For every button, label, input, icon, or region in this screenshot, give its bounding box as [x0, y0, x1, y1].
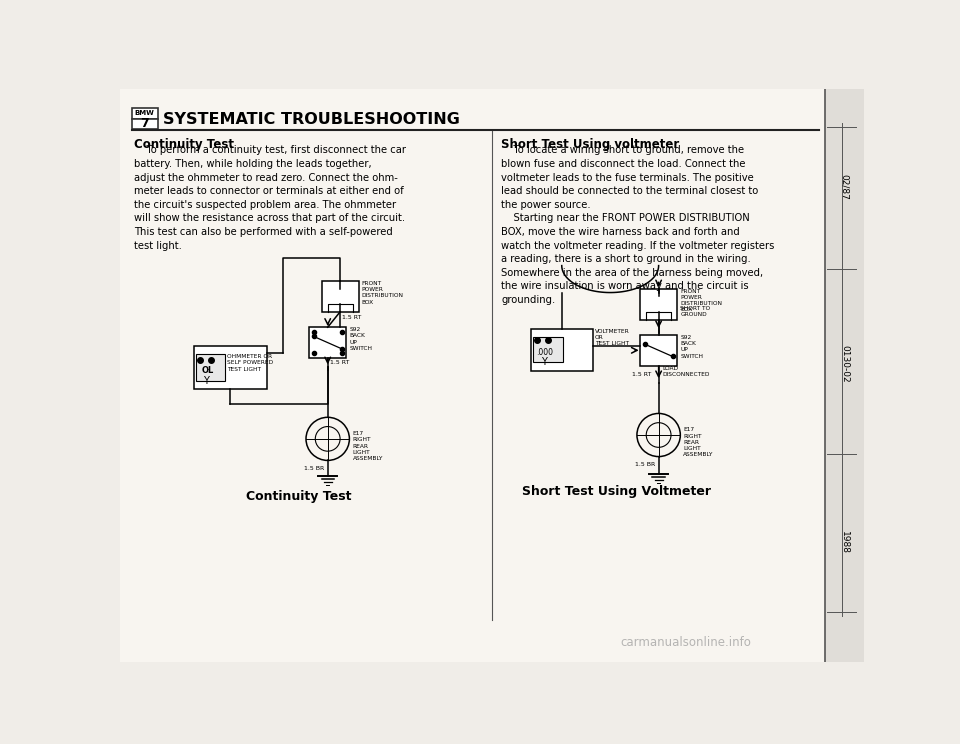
Bar	[322, 281, 359, 312]
Text: LOAD
DISCONNECTED: LOAD DISCONNECTED	[662, 366, 709, 377]
Bar	[194, 347, 267, 389]
Text: 0130-02: 0130-02	[840, 344, 850, 382]
Text: E17
RIGHT
REAR
LIGHT
ASSEMBLY: E17 RIGHT REAR LIGHT ASSEMBLY	[684, 427, 714, 457]
Bar	[531, 329, 592, 371]
Bar	[640, 289, 677, 319]
Bar	[826, 89, 864, 662]
Bar	[196, 354, 226, 381]
Text: Continuity Test: Continuity Test	[246, 490, 351, 503]
Bar	[132, 118, 158, 129]
Text: BMW: BMW	[134, 110, 155, 116]
Text: VOLTMETER
OR
TEST LIGHT: VOLTMETER OR TEST LIGHT	[595, 329, 630, 346]
Text: carmanualsonline.info: carmanualsonline.info	[620, 636, 751, 650]
Bar	[309, 327, 347, 358]
Text: E17
RIGHT
REAR
LIGHT
ASSEMBLY: E17 RIGHT REAR LIGHT ASSEMBLY	[352, 432, 383, 461]
Text: 1.5 RT: 1.5 RT	[632, 373, 651, 377]
Text: 1.5 BR: 1.5 BR	[304, 466, 324, 471]
Text: S92
BACK
UP
SWITCH: S92 BACK UP SWITCH	[349, 327, 372, 351]
Text: FRONT
POWER
DISTRIBUTION
BOX: FRONT POWER DISTRIBUTION BOX	[681, 289, 722, 312]
Text: 1988: 1988	[840, 531, 850, 554]
Text: Short Test Using voltmeter: Short Test Using voltmeter	[501, 138, 680, 151]
Text: Y: Y	[204, 376, 209, 386]
Text: 1.5 RT: 1.5 RT	[330, 360, 349, 365]
Text: FRONT
POWER
DISTRIBUTION
BOX: FRONT POWER DISTRIBUTION BOX	[362, 281, 404, 304]
Text: 1.5 BR: 1.5 BR	[636, 462, 656, 466]
Text: Continuity Test: Continuity Test	[134, 138, 234, 151]
Text: SHORT TO
GROUND: SHORT TO GROUND	[681, 307, 710, 318]
Text: 7: 7	[140, 118, 149, 130]
Text: .000: .000	[537, 348, 553, 357]
Text: Short Test Using Voltmeter: Short Test Using Voltmeter	[521, 485, 710, 498]
Text: OHMMETER OR
SELF POWERED
TEST LIGHT: OHMMETER OR SELF POWERED TEST LIGHT	[227, 354, 273, 371]
Text: Y: Y	[541, 357, 547, 368]
Text: OL: OL	[202, 366, 214, 375]
Bar	[132, 108, 158, 118]
Text: 02/87: 02/87	[840, 174, 850, 200]
Bar	[640, 335, 677, 366]
Text: S92
BACK
UP
SWITCH: S92 BACK UP SWITCH	[681, 335, 704, 359]
Text: 1.5 RT: 1.5 RT	[343, 315, 362, 321]
Text: To locate a wiring short to ground, remove the
blown fuse and disconnect the loa: To locate a wiring short to ground, remo…	[501, 146, 775, 305]
Text: SYSTEMATIC TROUBLESHOOTING: SYSTEMATIC TROUBLESHOOTING	[163, 112, 460, 126]
Text: To perform a continuity test, first disconnect the car
battery. Then, while hold: To perform a continuity test, first disc…	[134, 146, 406, 251]
Bar	[533, 337, 563, 362]
